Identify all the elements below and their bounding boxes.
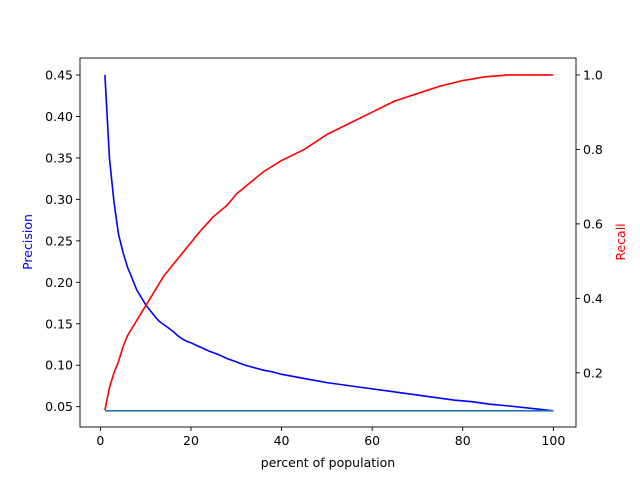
- x-tick-label: 60: [364, 433, 380, 448]
- right-y-tick-label: 0.8: [583, 142, 603, 157]
- left-y-tick-label: 0.15: [45, 316, 73, 331]
- right-y-tick-label: 0.2: [583, 365, 603, 380]
- x-axis-label: percent of population: [261, 455, 395, 470]
- right-y-axis-label: Recall: [613, 223, 628, 260]
- x-tick-label: 40: [274, 433, 290, 448]
- plot-series: [104, 74, 554, 412]
- left-y-tick-label: 0.20: [45, 275, 73, 290]
- x-tick-label: 80: [455, 433, 471, 448]
- left-y-tick-label: 0.10: [45, 358, 73, 373]
- x-tick-label: 0: [96, 433, 104, 448]
- left-y-tick-label: 0.05: [45, 399, 73, 414]
- right-y-tick-label: 0.4: [583, 291, 603, 306]
- plot-frame: [79, 57, 577, 428]
- precision-line: [104, 74, 554, 412]
- left-y-tick-label: 0.35: [45, 150, 73, 165]
- left-y-axis-label: Precision: [20, 214, 35, 270]
- x-axis-ticks: 0 20 40 60 80 100: [96, 427, 565, 448]
- left-y-tick-label: 0.30: [45, 192, 73, 207]
- right-y-tick-label: 0.6: [583, 216, 603, 231]
- left-y-axis-ticks: 0.05 0.10 0.15 0.20 0.25 0.30 0.35 0.40 0.45: [45, 67, 80, 414]
- right-y-tick-label: 1.0: [583, 67, 603, 82]
- left-y-tick-label: 0.25: [45, 233, 73, 248]
- recall-line: [104, 74, 554, 411]
- x-tick-label: 100: [541, 433, 565, 448]
- right-y-axis-ticks: 0.2 0.4 0.6 0.8 1.0: [576, 67, 603, 380]
- left-y-tick-label: 0.45: [45, 67, 73, 82]
- left-y-tick-label: 0.40: [45, 109, 73, 124]
- x-tick-label: 20: [183, 433, 199, 448]
